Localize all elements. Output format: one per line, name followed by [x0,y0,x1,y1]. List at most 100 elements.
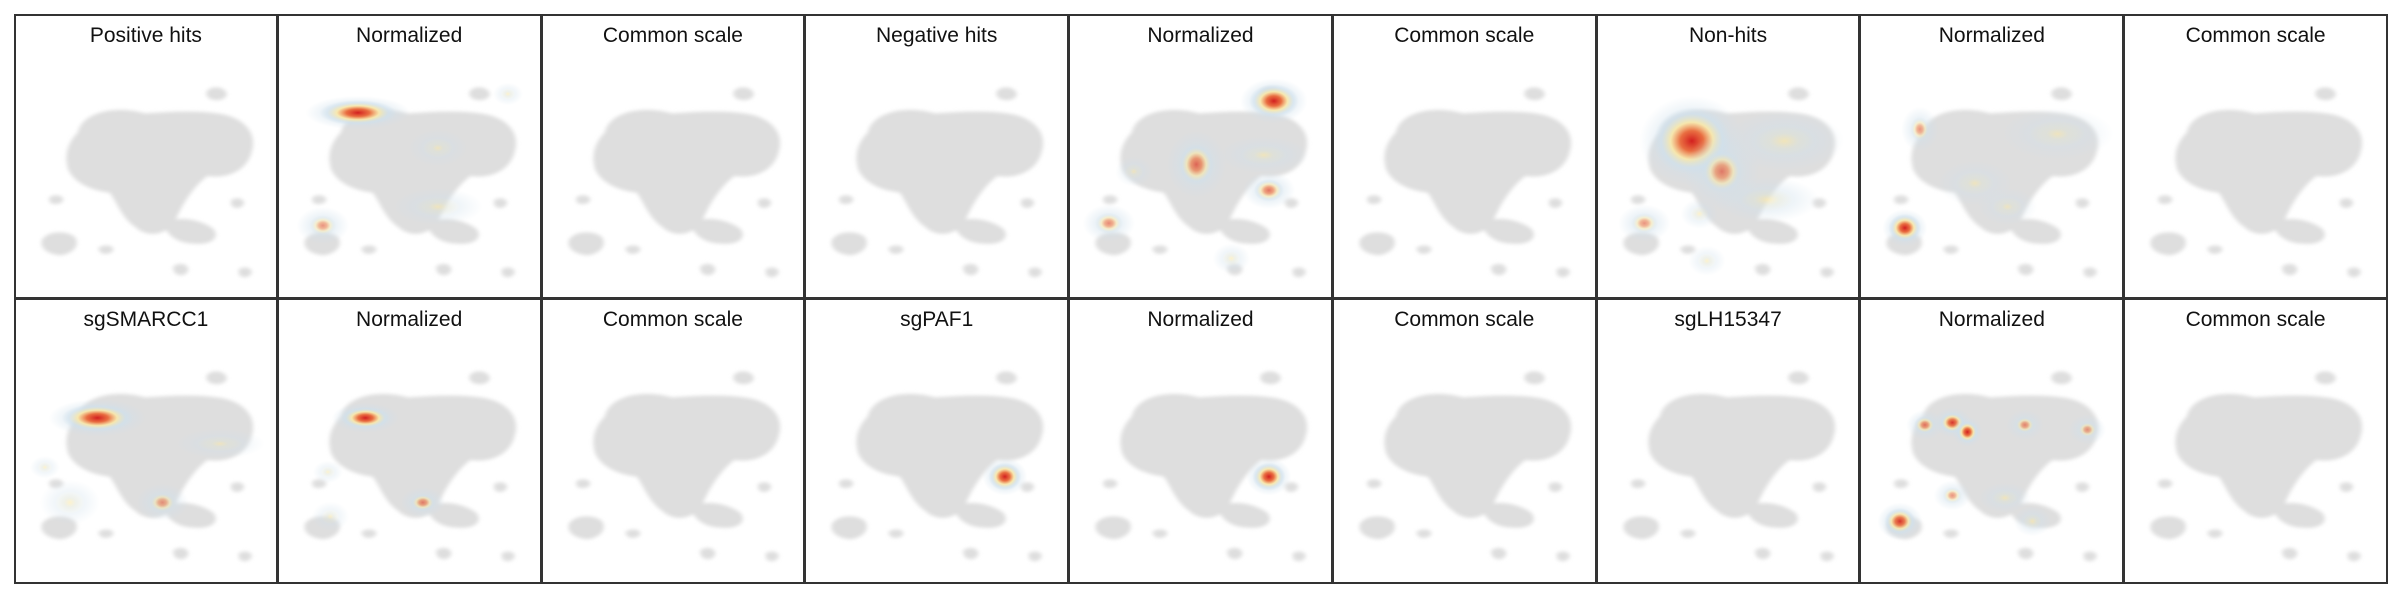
cell-cloud-background [567,371,780,562]
cell-cluster-shape [1218,218,1270,244]
cell-cluster-shape [2280,427,2335,451]
cell-cluster-shape [961,427,1016,451]
density-panel: Non-hits [1595,14,1861,299]
cell-cluster-shape [172,547,189,560]
cell-cluster-shape [567,516,604,540]
cell-cluster-shape [1186,488,1199,497]
cell-cluster-shape [624,529,640,538]
density-hotspot [148,492,176,513]
cell-cluster-shape [2009,218,2062,244]
density-hotspot [1943,487,1963,504]
density-panel: Common scale [1331,14,1597,299]
cell-cluster-shape [360,529,377,538]
density-hotspot [426,140,449,156]
cell-cluster-shape [164,218,216,244]
density-hotspot [1888,213,1922,242]
density-panel: Normalized [1859,14,2125,299]
cell-cluster-shape [2076,198,2090,208]
cell-cluster-shape [1524,87,1545,101]
panel-title: Negative hits [876,24,998,47]
cell-cluster-shape [1225,427,1280,451]
cell-cluster-shape [888,529,904,538]
cell-cluster-shape [206,87,227,101]
panel-title: Normalized [356,24,463,47]
cell-cluster-shape [1812,482,1826,492]
cell-cluster-shape [856,393,1044,518]
cell-cluster-shape [1490,263,1507,276]
density-hotspot [1178,143,1215,186]
density-panel: Normalized [1068,298,1333,584]
cell-cluster-shape [1524,371,1545,385]
panel-title: Positive hits [89,24,202,47]
cell-cluster-shape [757,482,771,492]
density-hotspot [1223,251,1240,266]
density-hotspot [39,462,51,472]
cell-cluster-shape [2083,551,2098,562]
cell-cluster-shape [1366,479,1382,489]
density-overlay [1882,106,2115,247]
cell-cloud-background [831,371,1044,562]
cell-cloud-background [41,371,254,562]
density-overlay [1082,78,1309,274]
cell-cluster-shape [230,482,245,492]
cell-cluster-shape [996,371,1018,385]
density-overlay [311,402,446,532]
panel-title: Normalized [356,308,463,331]
panel-title: Non-hits [1688,24,1768,47]
cell-cluster-shape [1292,551,1306,562]
density-panel: sgLH15347 [1595,298,1861,584]
cell-cluster-shape [1384,109,1572,234]
panel-title: Common scale [1394,308,1535,331]
density-hotspot [1126,165,1142,178]
cell-cluster-shape [1152,245,1168,254]
umap-embedding-plot [567,371,780,562]
umap-embedding-plot [1882,87,2115,278]
cell-cluster-shape [2175,393,2363,518]
cell-cloud-background [1886,371,2099,562]
cell-cluster-shape [493,198,507,208]
cell-cluster-shape [2339,482,2354,492]
cell-cluster-shape [922,204,935,213]
cell-cluster-shape [1943,529,1959,538]
umap-density-panel-grid: Positive hits Normalized Common scale Negat… [14,14,2388,584]
density-hotspot [1094,212,1123,234]
cell-cluster-shape [238,267,252,278]
panel-title: sgSMARCC1 [83,308,209,331]
cell-cluster-shape [856,109,1044,234]
cell-cluster-shape [2175,109,2363,234]
cell-cluster-shape [171,143,226,167]
cell-cluster-shape [1679,529,1696,538]
density-hotspot [2078,421,2098,438]
cell-cluster-shape [2083,267,2098,278]
cell-cluster-shape [1623,516,1659,540]
cell-cluster-shape [575,479,590,489]
density-hotspot [58,492,82,513]
cell-cluster-shape [1359,516,1395,540]
cell-cluster-shape [433,427,489,451]
density-overlay [1877,407,2107,541]
cell-cluster-shape [97,245,114,254]
cell-cluster-shape [954,502,1007,528]
umap-embedding-plot [831,87,1044,278]
cell-cluster-shape [592,109,780,234]
panel-title: Normalized [1147,24,1254,47]
cell-cluster-shape [1679,245,1696,254]
umap-embedding-plot [831,371,1044,562]
density-hotspot [988,462,1022,491]
density-hotspot [203,437,237,450]
cell-cluster-shape [1103,479,1118,489]
cell-cluster-shape [2207,529,2223,538]
cell-cluster-shape [1020,198,1035,208]
density-hotspot [1884,507,1916,535]
density-panel: Common scale [1331,298,1597,584]
cell-cluster-shape [2280,143,2335,167]
cell-cluster-shape [2158,479,2173,489]
umap-embedding-plot [296,82,523,278]
cell-cluster-shape [954,218,1007,244]
umap-embedding-plot [1617,87,1845,278]
density-panel: Normalized [276,14,542,299]
density-hotspot [1700,149,1743,194]
cell-cluster-shape [831,232,868,256]
panel-title: Common scale [602,24,743,47]
cell-cluster-shape [230,198,245,208]
